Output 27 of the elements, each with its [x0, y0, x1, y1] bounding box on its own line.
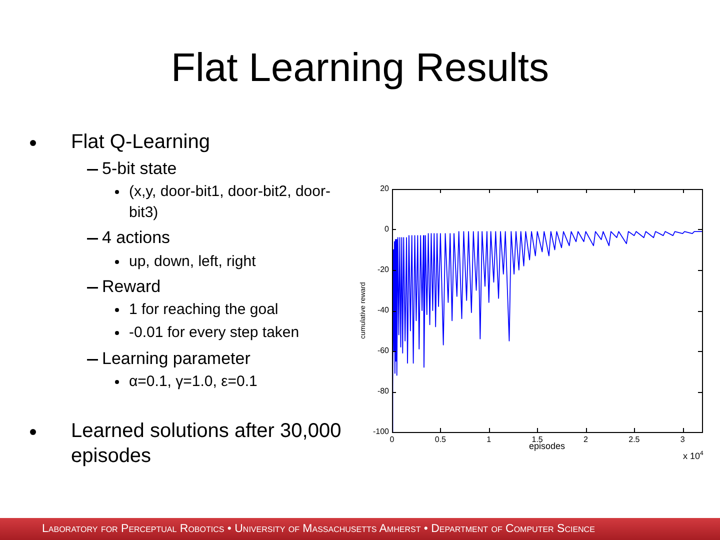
y-tick-label: 0: [384, 224, 390, 234]
text: x 10$^{4}$: [683, 450, 704, 462]
x-tick-label: 2.5: [628, 435, 640, 444]
text: Laboratory for Perceptual Robotics • University of Massachusetts Amherst • Department of Computer Science: [42, 523, 595, 536]
text: 5-bit state: [102, 159, 177, 179]
text: up, down, left, right: [129, 252, 256, 272]
y-tick-label: 20: [380, 184, 390, 194]
y-tick-label: -40: [377, 306, 390, 315]
text: Reward: [102, 277, 161, 297]
text: Learning parameter: [102, 349, 250, 369]
x-tick-label: 3: [680, 435, 686, 444]
x-axis-title: episodes: [528, 441, 566, 452]
y-tick-label: -60: [377, 346, 390, 356]
x-tick-label: 2: [584, 435, 589, 444]
y-tick-label: -80: [377, 386, 390, 396]
text: α=0.1, γ=1.0, ε=0.1: [129, 372, 258, 392]
y-tick-label: -20: [377, 265, 390, 274]
chart-title: Flat Learning Results: [170, 45, 550, 92]
y-tick-label: -100: [372, 427, 390, 436]
text: (x,y, door-bit1, door-bit2, door-bit3): [129, 182, 332, 223]
text: Learned solutions after 30,000 episodes: [71, 419, 342, 469]
text: 1 for reaching the goal: [129, 300, 278, 320]
text: 4 actions: [102, 228, 170, 248]
x-tick-label: 0.5: [434, 435, 447, 444]
text: Flat Q-Learning: [71, 130, 210, 155]
text: -0.01 for every step taken: [129, 323, 300, 343]
x-tick-label: 1: [486, 435, 492, 444]
